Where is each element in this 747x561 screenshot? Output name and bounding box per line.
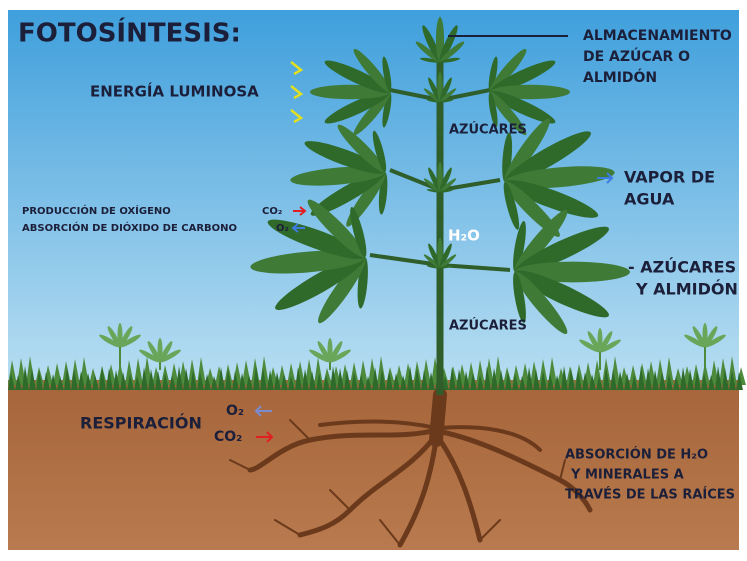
label: ENERGÍA LUMINOSA — [90, 82, 259, 101]
label: RESPIRACIÓN — [80, 414, 202, 433]
label: ABSORCIÓN DE DIÓXIDO DE CARBONO — [22, 221, 237, 234]
label: ABSORCIÓN DE H₂O — [565, 447, 708, 463]
label: AGUA — [624, 190, 675, 209]
title: FOTOSÍNTESIS: — [18, 17, 241, 49]
label: AZÚCARES — [449, 122, 527, 138]
label: CO₂ — [262, 206, 282, 217]
label: ALMIDÓN — [583, 68, 657, 86]
label: Y MINERALES A — [570, 468, 684, 483]
label: TRAVÉS DE LAS RAÍCES — [565, 487, 735, 503]
label: O₂ — [276, 223, 289, 234]
label: PRODUCCIÓN DE OXÍGENO — [22, 204, 171, 217]
label: - AZÚCARES — [628, 258, 736, 277]
label: H₂O — [448, 227, 480, 245]
label: AZÚCARES — [449, 318, 527, 334]
label: ALMACENAMIENTO — [583, 28, 732, 44]
label: O₂ — [226, 403, 244, 419]
label: DE AZÚCAR O — [583, 47, 690, 65]
label: CO₂ — [214, 429, 242, 445]
label: VAPOR DE — [624, 168, 715, 187]
diagram: FOTOSÍNTESIS: ENERGÍA LUMINOSA ALMACENAM… — [0, 0, 747, 561]
soil — [8, 380, 739, 550]
label: Y ALMIDÓN — [635, 280, 738, 299]
